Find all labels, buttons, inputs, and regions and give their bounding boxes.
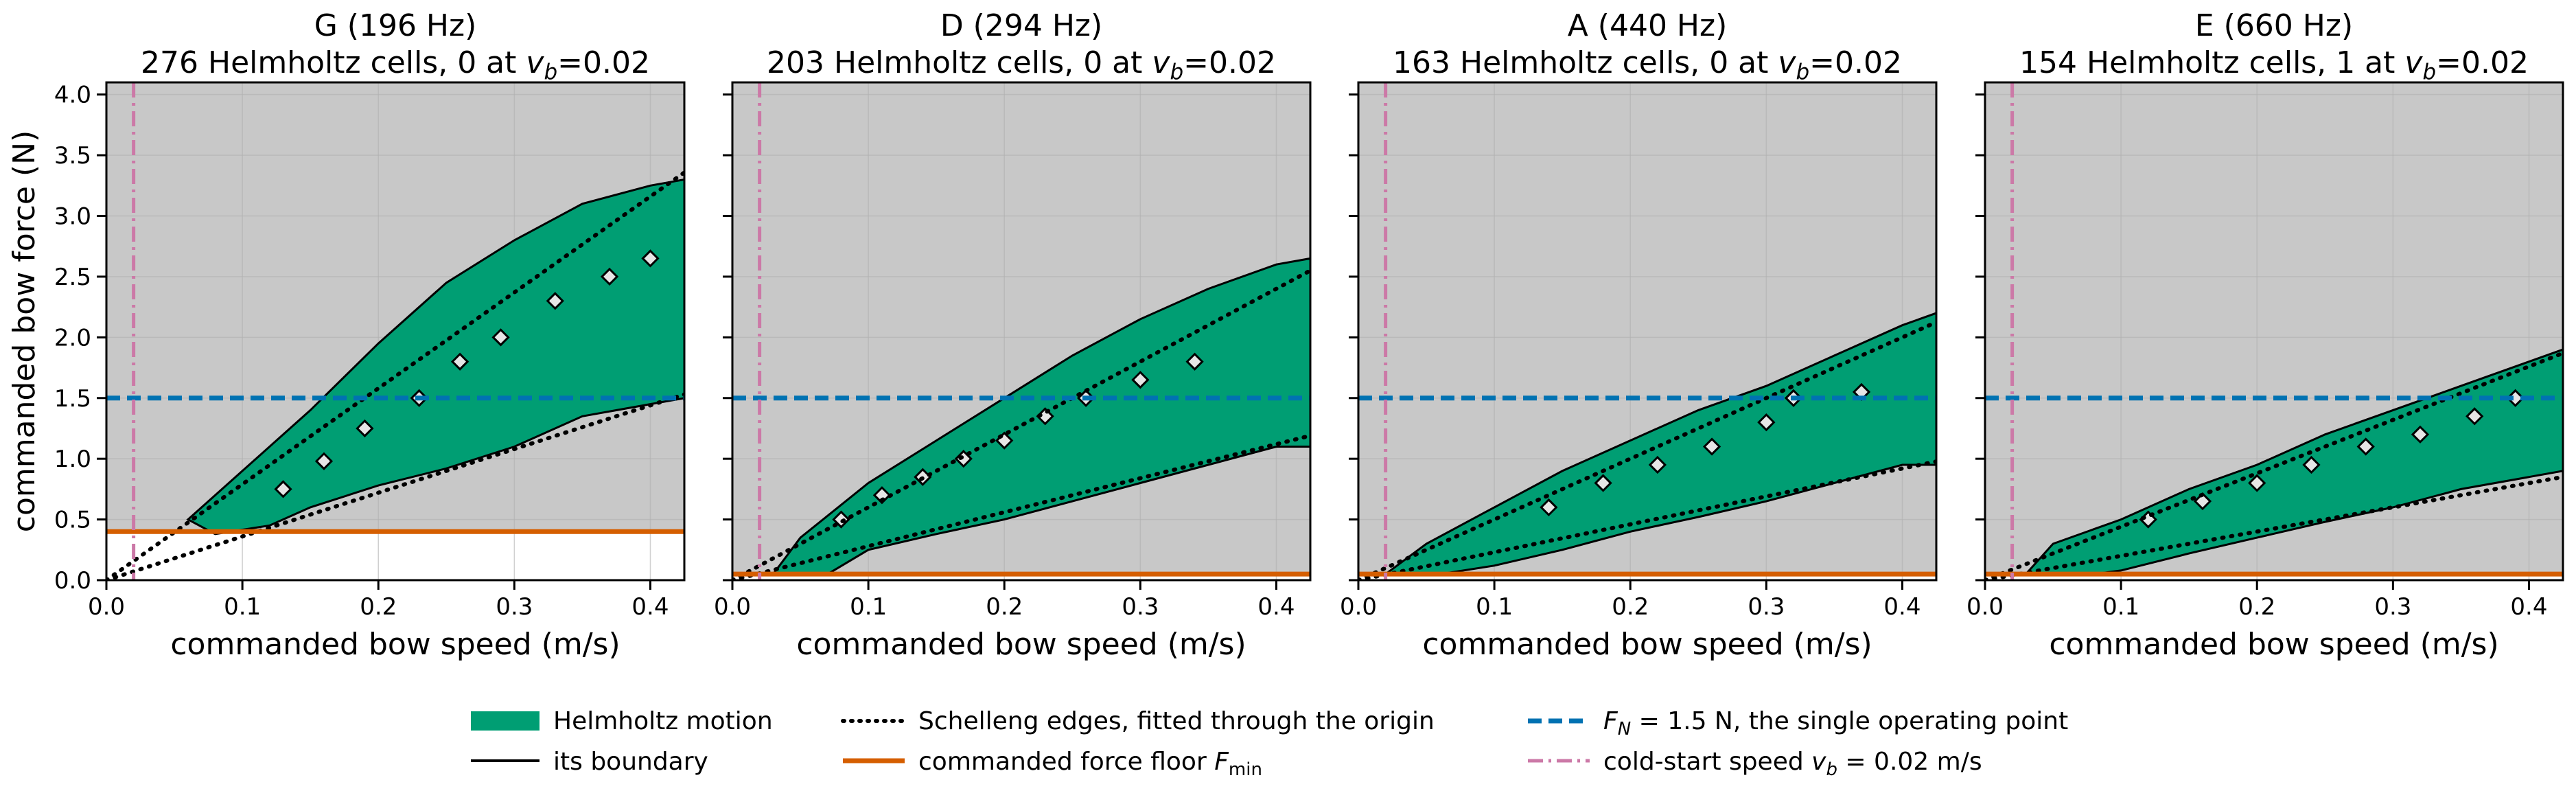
panel-title: G (196 Hz) — [314, 8, 477, 43]
x-tick-label: 0.0 — [1966, 593, 2004, 621]
helmholtz-hole — [1185, 352, 1204, 371]
x-tick-label: 0.3 — [1748, 593, 1785, 621]
x-tick-label: 0.4 — [2510, 593, 2547, 621]
x-tick-label: 0.4 — [1883, 593, 1921, 621]
x-axis-label: commanded bow speed (m/s) — [2049, 627, 2498, 662]
panel-subtitle: 154 Helmholtz cells, 1 at vb=0.02 — [2019, 45, 2529, 84]
x-tick-label: 0.3 — [1122, 593, 1159, 621]
chart-panel-4: 0.0 0.1 0.2 0.3 0.4 commanded bow speed (m/s)… — [1966, 8, 2564, 662]
schelleng-upper-edge — [732, 268, 1310, 580]
helmholtz-hole — [872, 486, 892, 505]
x-tick-label: 0.3 — [2374, 593, 2411, 621]
x-axis-label: commanded bow speed (m/s) — [170, 627, 620, 662]
x-tick-label: 0.1 — [2102, 593, 2139, 621]
x-axis-label: commanded bow speed (m/s) — [1422, 627, 1872, 662]
y-tick-label: 0.5 — [54, 507, 91, 534]
panel-subtitle: 203 Helmholtz cells, 0 at vb=0.02 — [767, 45, 1276, 84]
helmholtz-hole — [491, 328, 510, 347]
x-tick-label: 0.2 — [2238, 593, 2275, 621]
x-tick-label: 0.1 — [1476, 593, 1513, 621]
x-tick-label: 0.1 — [850, 593, 887, 621]
helmholtz-hole — [832, 510, 850, 529]
x-axis-label: commanded bow speed (m/s) — [796, 627, 1246, 662]
helmholtz-region — [2023, 348, 2563, 575]
schelleng-upper-edge — [106, 170, 684, 580]
helmholtz-hole — [2193, 492, 2212, 511]
schelleng-lower-edge — [1985, 474, 2563, 580]
helmholtz-hole — [2465, 407, 2484, 426]
y-tick-label: 3.0 — [54, 203, 91, 231]
y-tick-label: 0.0 — [54, 567, 91, 595]
plot-frame — [1984, 81, 2564, 582]
helmholtz-hole — [274, 480, 292, 498]
x-tick-label: 0.3 — [496, 593, 533, 621]
helmholtz-hole — [450, 352, 469, 371]
helmholtz-hole — [1540, 498, 1558, 517]
y-axis-label: commanded bow force (N) — [7, 130, 42, 532]
helmholtz-hole — [641, 249, 660, 268]
helmholtz-hole — [2302, 455, 2321, 474]
plot-frame — [105, 81, 686, 582]
plot-content — [732, 82, 1310, 580]
plot-content — [1985, 82, 2563, 580]
plot-content — [1358, 82, 1936, 580]
y-tick-label: 1.0 — [54, 446, 91, 473]
x-tick-label: 0.0 — [88, 593, 125, 621]
panel-subtitle: 163 Helmholtz cells, 0 at vb=0.02 — [1393, 45, 1902, 84]
panel-subtitle: 276 Helmholtz cells, 0 at vb=0.02 — [141, 45, 650, 84]
legend-cold-start-label: cold-start speed vb = 0.02 m/s — [1603, 748, 1982, 780]
helmholtz-hole — [2248, 474, 2266, 492]
plot-frame — [731, 81, 1312, 582]
helmholtz-hole — [1757, 413, 1776, 432]
helmholtz-hole — [600, 267, 619, 286]
helmholtz-hole — [1594, 474, 1612, 492]
x-tick-label: 0.4 — [631, 593, 669, 621]
chart-panels: 0.0 0.1 0.2 0.3 0.4 0.0 0.5 1.0 1.5 2.0 2.5 3.0 3.5 4… — [7, 8, 2564, 662]
legend-helmholtz-swatch — [471, 711, 539, 731]
legend-schelleng-label: Schelleng edges, fitted through the orig… — [918, 707, 1435, 735]
chart-panel-1: 0.0 0.1 0.2 0.3 0.4 0.0 0.5 1.0 1.5 2.0 2.5 3.0 3.5 4… — [7, 8, 686, 662]
legend-helmholtz-label: Helmholtz motion — [553, 707, 773, 735]
legend-force-floor-label: commanded force floor Fmin — [918, 748, 1262, 780]
schelleng-lower-edge — [732, 433, 1310, 580]
plot-content — [106, 82, 684, 580]
schelleng-upper-edge — [1358, 320, 1936, 580]
legend-operating-label: FN = 1.5 N, the single operating point — [1603, 707, 2068, 739]
helmholtz-hole — [314, 452, 334, 470]
legend: Helmholtz motion its boundary Schelleng … — [471, 707, 2068, 780]
x-tick-label: 0.1 — [224, 593, 261, 621]
helmholtz-region — [186, 178, 684, 536]
helmholtz-hole — [2506, 389, 2525, 407]
schelleng-upper-edge — [1985, 351, 2563, 580]
y-tick-label: 2.0 — [54, 324, 91, 352]
helmholtz-hole — [2411, 425, 2430, 444]
plot-frame — [1357, 81, 1938, 582]
schelleng-lower-edge — [1358, 459, 1936, 580]
helmholtz-hole — [1702, 437, 1721, 456]
x-tick-label: 0.0 — [714, 593, 751, 621]
chart-panel-3: 0.0 0.1 0.2 0.3 0.4 commanded bow speed (m/s)… — [1340, 8, 1938, 662]
panel-title: A (440 Hz) — [1568, 8, 1728, 43]
y-tick-label: 4.0 — [54, 82, 91, 109]
x-tick-label: 0.2 — [986, 593, 1023, 621]
x-tick-label: 0.4 — [1257, 593, 1295, 621]
x-tick-label: 0.2 — [1612, 593, 1649, 621]
y-tick-label: 3.5 — [54, 142, 91, 170]
y-tick-label: 2.5 — [54, 264, 91, 291]
helmholtz-hole — [1131, 371, 1150, 389]
panel-title: D (294 Hz) — [940, 8, 1102, 43]
panel-title: E (660 Hz) — [2195, 8, 2353, 43]
x-tick-label: 0.0 — [1340, 593, 1377, 621]
x-tick-label: 0.2 — [360, 593, 397, 621]
helmholtz-hole — [1648, 455, 1667, 474]
y-tick-label: 1.5 — [54, 385, 91, 413]
schelleng-lower-edge — [106, 392, 684, 580]
helmholtz-hole — [356, 419, 374, 438]
helmholtz-hole — [2356, 437, 2375, 456]
legend-boundary-label: its boundary — [553, 748, 708, 776]
helmholtz-hole — [546, 292, 564, 310]
chart-panel-2: 0.0 0.1 0.2 0.3 0.4 commanded bow speed (m/s)… — [714, 8, 1312, 662]
